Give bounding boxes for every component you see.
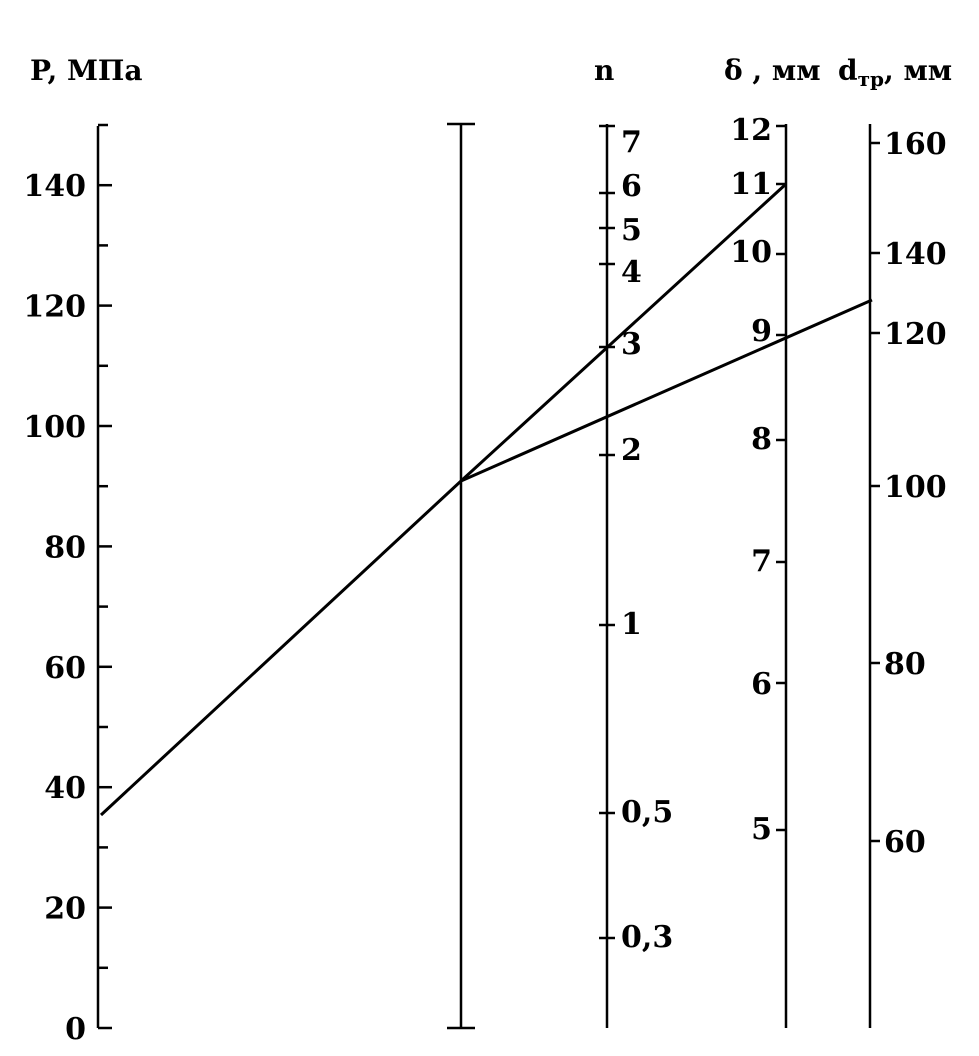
dtr-tick-label: 120 <box>884 317 947 352</box>
key-line-pivot-to-delta <box>459 182 788 483</box>
n-tick-label: 0,3 <box>621 920 673 955</box>
p-tick-label: 60 <box>44 651 86 686</box>
key-line-p-to-pivot <box>99 479 463 817</box>
n-axis-title: n <box>594 54 614 87</box>
dtr-tick-label: 140 <box>884 237 947 272</box>
dtr-scale: 160 140 120 100 80 60 <box>870 127 947 860</box>
delta-tick-label: 7 <box>751 544 772 579</box>
p-tick-label: 140 <box>23 169 86 204</box>
n-tick-label: 4 <box>621 255 642 290</box>
delta-tick-label: 11 <box>730 167 772 202</box>
delta-tick-label: 8 <box>751 422 772 457</box>
delta-tick-label: 10 <box>730 235 772 270</box>
delta-tick-label: 9 <box>751 314 772 349</box>
n-tick-label: 3 <box>621 327 642 362</box>
p-tick-label: 120 <box>23 290 86 325</box>
delta-scale: 12 11 10 9 8 7 6 5 <box>730 113 786 847</box>
p-tick-label: 0 <box>65 1012 86 1047</box>
delta-axis-title: δ , мм <box>724 54 821 87</box>
p-tick-label: 40 <box>44 771 86 806</box>
dtr-tick-label: 80 <box>884 647 926 682</box>
p-tick-label: 100 <box>23 410 86 445</box>
dtr-axis-title: dтр, мм <box>838 54 952 91</box>
n-tick-label: 2 <box>621 433 642 468</box>
dtr-tick-label: 100 <box>884 470 947 505</box>
n-tick-label: 1 <box>621 607 642 642</box>
delta-tick-label: 12 <box>730 113 772 148</box>
p-scale: 0 20 40 60 80 100 120 140 <box>23 123 112 1047</box>
n-tick-label: 5 <box>621 213 642 248</box>
dtr-tick-label: 60 <box>884 825 926 860</box>
n-tick-label: 6 <box>621 169 642 204</box>
dtr-tick-label: 160 <box>884 127 947 162</box>
p-tick-label: 20 <box>44 892 86 927</box>
delta-tick-label: 5 <box>751 812 772 847</box>
delta-tick-label: 6 <box>751 667 772 702</box>
n-tick-label: 0,5 <box>621 795 673 830</box>
n-tick-label: 7 <box>621 125 642 160</box>
n-scale: 7 6 5 4 3 2 1 0,5 0,3 <box>599 124 673 955</box>
key-line-pivot-to-dtr <box>460 298 873 483</box>
p-axis-title: P, МПа <box>30 54 143 87</box>
p-tick-label: 80 <box>44 530 86 565</box>
